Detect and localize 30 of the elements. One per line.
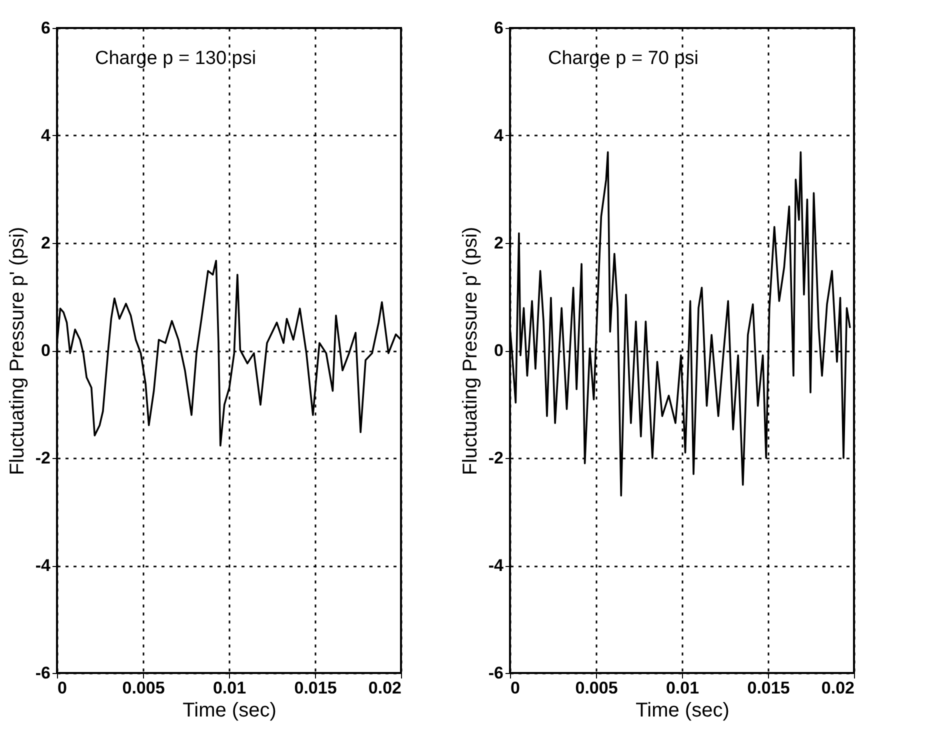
x-tick-label: 0 [510, 678, 520, 698]
y-tick-label: -4 [35, 556, 52, 575]
x-tick-label: 0.005 [122, 678, 165, 698]
x-tick-label: 0.02 [368, 678, 402, 698]
y-tick-label: 6 [41, 18, 50, 38]
x-tick-label: 0.015 [747, 678, 790, 698]
y-tick-label: 4 [494, 126, 504, 145]
y-tick-label: -6 [35, 664, 50, 682]
y-tick-label: 6 [494, 18, 504, 38]
x-axis-title: Time (sec) [636, 700, 730, 722]
y-tick-label: 0 [494, 341, 504, 360]
y-tick-label: -6 [488, 664, 504, 682]
y-tick-label: 0 [41, 341, 50, 360]
annotation: Charge p = 130 psi [95, 48, 256, 69]
x-tick-label: 0.01 [666, 678, 700, 698]
x-tick-label: 0.02 [821, 678, 854, 698]
x-tick-label: 0 [58, 678, 67, 698]
x-tick-label: 0.01 [212, 678, 246, 698]
x-tick-label: 0.015 [294, 678, 337, 698]
y-axis-title: Fluctuating Pressure p' (psi) [459, 226, 482, 476]
x-axis-title: Time (sec) [182, 700, 276, 722]
y-tick-label: 4 [41, 126, 52, 145]
y-tick-label: 2 [41, 234, 50, 252]
y-tick-label: 2 [494, 234, 504, 252]
x-tick-label: 0.005 [575, 678, 618, 698]
annotation: Charge p = 70 psi [548, 48, 699, 69]
y-tick-label: -2 [488, 448, 504, 468]
y-tick-label: -2 [35, 448, 50, 468]
y-axis-title: Fluctuating Pressure p' (psi) [6, 226, 28, 476]
y-tick-label: -4 [488, 556, 504, 575]
